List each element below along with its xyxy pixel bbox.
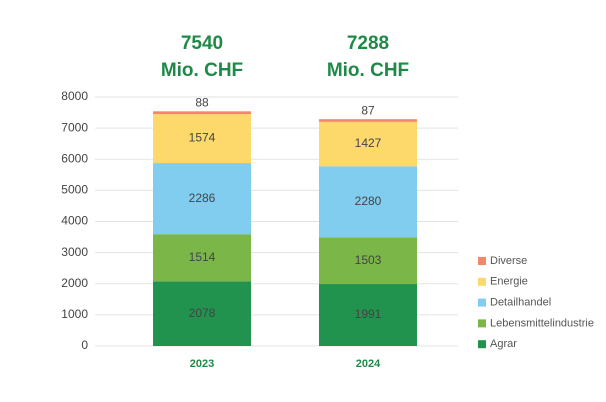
y-tick-label: 8000 [61,89,88,103]
data-label: 2078 [189,306,216,320]
bar-segment [319,166,417,238]
y-tick-label: 0 [81,338,88,352]
bar-segment [153,163,251,235]
data-label: 1991 [355,307,382,321]
y-tick-label: 2000 [61,276,88,290]
data-label: 1427 [355,136,382,150]
total-unit: Mio. CHF [327,60,409,81]
bar-segment [319,284,417,346]
data-label: 1574 [189,131,216,145]
data-label: 2280 [355,194,382,208]
bar-segment [153,281,251,346]
legend-label: Diverse [490,255,527,267]
bar-segment [153,234,251,282]
legend-swatch [478,277,486,286]
y-tick-label: 4000 [61,214,88,228]
legend-swatch [478,319,486,328]
y-tick-label: 7000 [61,120,88,134]
y-tick-label: 1000 [61,307,88,321]
legend-label: Detailhandel [490,297,551,309]
data-label: 1503 [355,253,382,267]
y-tick-label: 5000 [61,183,88,197]
legend-swatch [478,298,486,307]
data-label: 2286 [189,191,216,205]
y-tick-label: 6000 [61,151,88,165]
total-unit: Mio. CHF [161,60,243,81]
bar-segment [319,119,417,122]
legend-label: Energie [490,276,528,288]
legend-swatch [478,257,486,265]
total-label: 7288 [347,33,389,54]
data-label: 1514 [189,250,216,264]
data-label: 87 [361,103,375,117]
bar-segment [153,111,251,115]
bar-segment [319,237,417,285]
legend-label: Lebensmittelindustrie [490,317,594,329]
x-tick-label: 2024 [356,358,381,370]
total-label: 7540 [181,33,223,54]
legend-label: Agrar [490,338,517,350]
bar-segment [319,121,417,167]
data-label: 88 [195,95,209,109]
bar-segment [153,114,251,164]
x-tick-label: 2023 [190,358,214,370]
legend-swatch [478,340,486,349]
y-tick-label: 3000 [61,245,88,259]
